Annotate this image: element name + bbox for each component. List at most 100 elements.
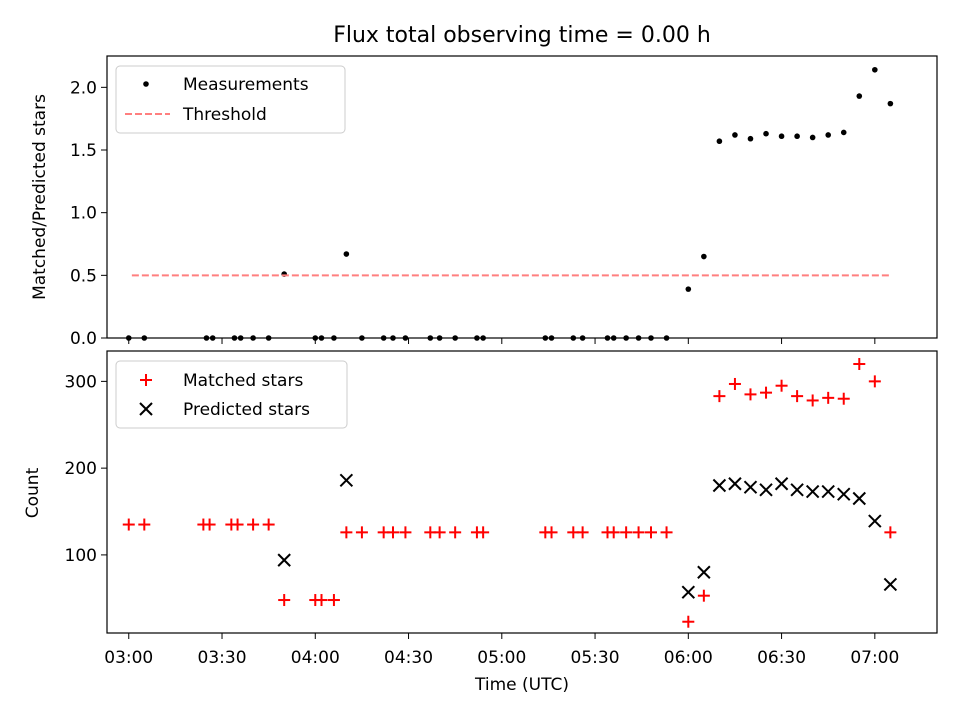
top-x-ticks xyxy=(128,338,876,344)
measurement-point xyxy=(794,133,800,140)
x-diag-b xyxy=(852,491,866,506)
x-diag-b xyxy=(774,477,789,491)
matched-star-point xyxy=(884,526,897,539)
matched-star-point xyxy=(791,390,804,403)
x-diag-b xyxy=(728,477,742,491)
x-diag-b xyxy=(805,484,820,499)
predicted-star-point xyxy=(743,480,758,494)
bottom-legend-box xyxy=(115,360,348,429)
matched-star-point xyxy=(433,526,446,539)
matched-star-point xyxy=(386,526,399,539)
measurement-point xyxy=(825,132,831,138)
predicted-star-point xyxy=(868,514,882,528)
top-axes-frame xyxy=(106,55,938,339)
x-tick-label: 05:00 xyxy=(477,648,526,668)
x-tick-label: 06:00 xyxy=(664,648,713,668)
measurement-point xyxy=(887,100,894,107)
y-tick-label: 1.5 xyxy=(70,141,97,161)
matched-star-point xyxy=(315,594,328,607)
matched-star-point xyxy=(632,526,645,539)
matched-star-point xyxy=(340,526,353,539)
x-diag-b xyxy=(743,480,758,494)
matched-star-point xyxy=(203,518,216,531)
measurement-point xyxy=(343,251,350,257)
y-tick-label: 1.0 xyxy=(70,204,97,224)
predicted-star-point xyxy=(728,477,742,491)
matched-star-point xyxy=(355,526,368,539)
matched-star-point xyxy=(775,379,788,392)
top-y-axis-label: Matched/Predicted stars xyxy=(30,94,50,300)
matched-star-point xyxy=(853,358,866,371)
predicted-star-point xyxy=(774,477,789,491)
predicted-star-point xyxy=(681,585,696,599)
matched-star-point xyxy=(806,394,819,407)
x-diag-b xyxy=(821,484,835,499)
bottom-x-ticks: 03:00 03:30 04:00 04:30 05:00 05:30 06:00 06:30… xyxy=(104,633,899,668)
matched-star-point xyxy=(744,388,757,401)
x-tick-label: 06:30 xyxy=(757,648,806,668)
measurement-point xyxy=(872,66,878,73)
x-diag-b xyxy=(697,565,711,579)
y-tick-label: 300 xyxy=(65,372,97,392)
measurement-point xyxy=(856,93,863,99)
predicted-star-point xyxy=(821,484,835,499)
legend-threshold-label: Threshold xyxy=(182,105,267,125)
matched-star-point xyxy=(837,392,850,405)
matched-star-point xyxy=(607,526,620,539)
legend-matched-label: Matched stars xyxy=(183,371,303,391)
measurement-point xyxy=(732,132,738,138)
matched-star-point xyxy=(449,526,462,539)
y-tick-label: 2.0 xyxy=(70,78,97,98)
measurement-point xyxy=(763,130,769,137)
predicted-star-point xyxy=(759,483,773,497)
predicted-star-point xyxy=(837,487,851,501)
matched-star-point xyxy=(760,386,773,399)
top-legend: Measurements Threshold xyxy=(115,65,346,134)
predicted-star-point xyxy=(697,565,711,579)
measurement-point xyxy=(778,133,785,140)
legend-measurements-label: Measurements xyxy=(183,75,309,95)
y-tick-label: 0.5 xyxy=(70,266,97,286)
x-tick-label: 04:00 xyxy=(291,648,340,668)
predicted-star-point xyxy=(805,484,820,499)
matched-star-point xyxy=(262,518,275,531)
measurement-point xyxy=(685,286,692,292)
legend-predicted-label: Predicted stars xyxy=(183,400,310,420)
matched-star-point xyxy=(822,391,835,404)
figure-title-group: Flux total observing time = 0.00 h xyxy=(333,23,711,48)
x-diag-b xyxy=(759,483,773,497)
x-tick-label: 03:00 xyxy=(104,648,153,668)
matched-star-point xyxy=(868,375,881,388)
x-diag-b xyxy=(681,585,696,599)
x-diag-b xyxy=(712,478,727,493)
bottom-axes-frame xyxy=(106,350,938,634)
matched-star-point xyxy=(728,377,741,390)
x-diag-b xyxy=(790,483,804,497)
predicted-star-point xyxy=(883,577,898,592)
matched-star-point xyxy=(231,518,244,531)
measurement-point xyxy=(701,253,707,260)
predicted-star-point xyxy=(712,478,727,493)
matched-star-point xyxy=(122,518,135,531)
bottom-y-axis-label: Count xyxy=(23,467,43,518)
x-tick-label: 04:30 xyxy=(384,648,433,668)
predicted-star-point xyxy=(339,473,354,487)
measurement-point xyxy=(840,129,847,136)
measurement-point xyxy=(809,134,816,141)
top-y-ticks: 0.0 0.5 1.0 1.5 2.0 xyxy=(70,78,107,349)
measurement-point xyxy=(716,138,723,145)
top-legend-box xyxy=(115,65,346,134)
x-tick-label: 03:30 xyxy=(198,648,247,668)
x-tick-label: 07:00 xyxy=(850,648,899,668)
predicted-star-point xyxy=(790,483,804,497)
bottom-legend: Matched stars Predicted stars xyxy=(115,360,348,429)
matched-star-point xyxy=(327,594,340,607)
matched-star-point xyxy=(645,526,658,539)
predicted-star-point xyxy=(852,491,866,506)
matched-star-point xyxy=(620,526,633,539)
x-diag-b xyxy=(339,473,354,487)
x-diag-b xyxy=(868,514,882,528)
predicted-star-point xyxy=(277,553,291,567)
matched-star-point xyxy=(477,526,490,539)
